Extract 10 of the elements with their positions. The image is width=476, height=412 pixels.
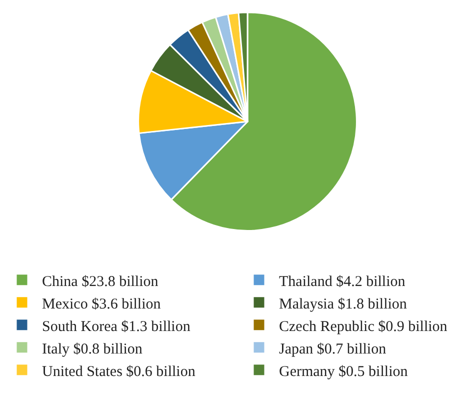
legend-label: Czech Republic $0.9 billion — [279, 318, 448, 335]
legend-label: United States $0.6 billion — [42, 364, 196, 380]
legend-label: Malaysia $1.8 billion — [279, 296, 408, 312]
legend-label: Thailand $4.2 billion — [279, 274, 406, 290]
legend-label: Germany $0.5 billion — [279, 364, 408, 380]
legend-label: Japan $0.7 billion — [279, 341, 387, 358]
legend-label: Italy $0.8 billion — [42, 341, 143, 358]
legend-label: South Korea $1.3 billion — [42, 318, 191, 335]
legend-label: China $23.8 billion — [42, 274, 159, 290]
legend-label: Mexico $3.6 billion — [42, 296, 162, 312]
